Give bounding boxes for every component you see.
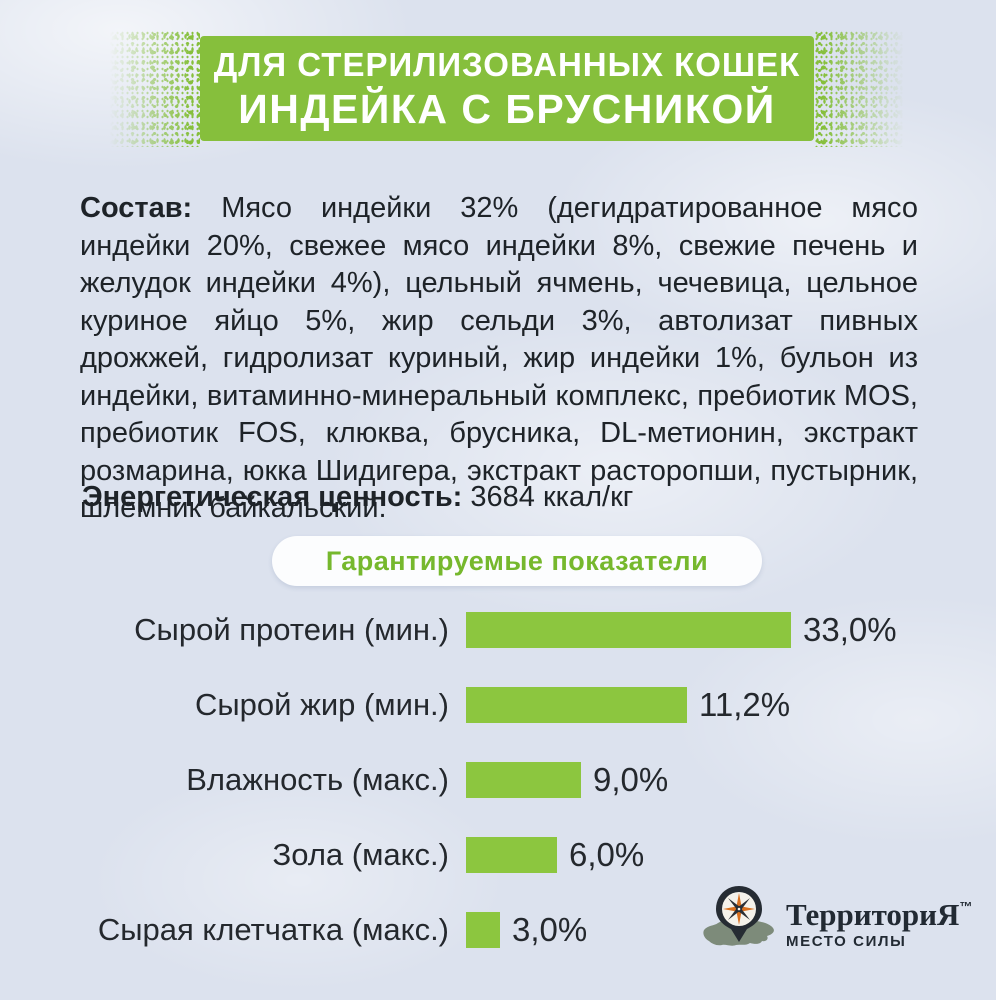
composition-paragraph: Состав: Мясо индейки 32% (дегидратирован… [80,190,918,528]
chart-value: 3,0% [512,910,588,948]
chart-row-crude-fiber: Сырая клетчатка (макс.) 3,0% [0,892,996,967]
brand-logo: ТерриториЯ™ МЕСТО СИЛЫ [700,884,972,968]
chart-value: 6,0% [569,835,645,873]
banner-grunge-right [814,30,909,147]
chart-label: Сырой протеин (мин.) [134,611,449,647]
chart-bar [466,611,791,648]
chart-value: 9,0% [593,760,669,798]
chart-row-moisture: Влажность (макс.) 9,0% [0,742,996,817]
chart-bar [466,761,581,798]
energy-label: Энергетическая ценность: [82,481,463,513]
chart-label: Сырая клетчатка (макс.) [97,911,449,947]
energy-value: 3684 ккал/кг [470,481,634,513]
chart-label: Влажность (макс.) [186,761,449,797]
guaranteed-indicators-chart: Сырой протеин (мин.) 33,0% Сырой жир (ми… [0,592,996,967]
chart-value: 33,0% [803,610,897,648]
trademark-symbol: ™ [959,899,973,914]
guaranteed-indicators-pill: Гарантируемые показатели [272,536,762,586]
chart-row-crude-fat: Сырой жир (мин.) 11,2% [0,667,996,742]
brand-name: ТерриториЯ™ [786,897,973,932]
composition-text: Мясо индейки 32% (дегидратированное мясо… [80,192,919,524]
chart-bar [466,686,687,723]
banner-grunge-left [105,30,200,147]
chart-label: Зола (макс.) [272,836,449,872]
chart-value: 11,2% [699,685,791,723]
chart-label: Сырой жир (мин.) [195,686,449,722]
chart-row-ash: Зола (макс.) 6,0% [0,817,996,892]
chart-row-crude-protein: Сырой протеин (мин.) 33,0% [0,592,996,667]
chart-bar [466,836,557,873]
composition-label: Состав: [80,192,193,224]
logo-text: ТерриториЯ™ МЕСТО СИЛЫ [786,884,972,950]
banner-subtitle: ДЛЯ СТЕРИЛИЗОВАННЫХ КОШЕК [213,45,801,83]
territory-compass-map-icon [703,886,774,946]
energy-line: Энергетическая ценность: 3684 ккал/кг [82,481,633,514]
header-banner: ДЛЯ СТЕРИЛИЗОВАННЫХ КОШЕК ИНДЕЙКА С БРУС… [105,30,909,147]
chart-bar [466,911,500,948]
brand-tagline: МЕСТО СИЛЫ [786,933,907,950]
banner-title: ИНДЕЙКА С БРУСНИКОЙ [238,85,776,132]
